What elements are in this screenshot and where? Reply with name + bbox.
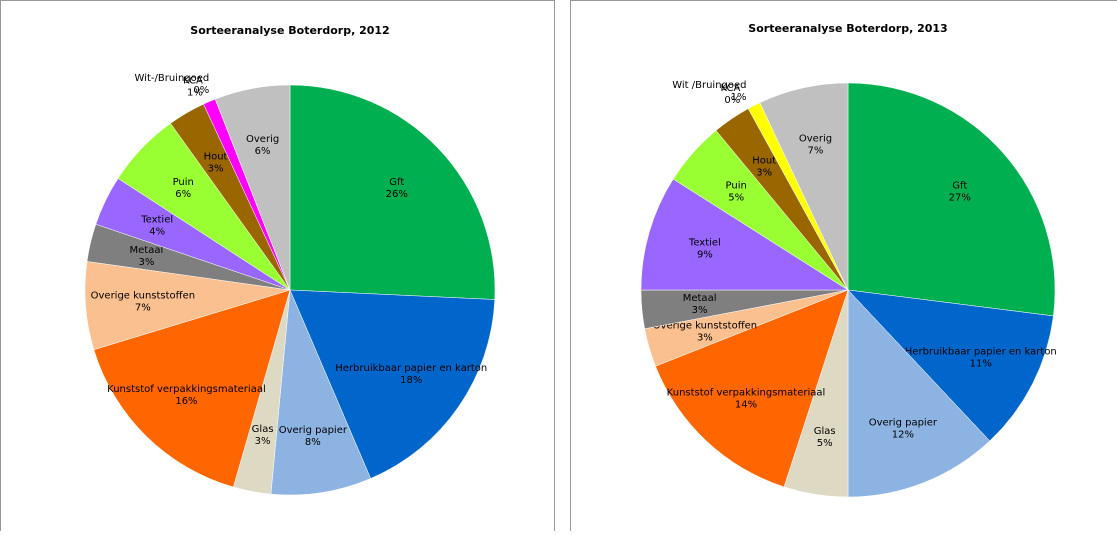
slice-label: Textiel	[140, 215, 173, 226]
slice-label: Metaal	[130, 245, 164, 256]
slice-value-label: 1%	[731, 92, 747, 103]
slice-label: Gft	[952, 180, 967, 191]
chart-title: Sorteeranalyse Boterdorp, 2012	[190, 24, 389, 37]
slice-value-label: 6%	[255, 146, 271, 157]
slice-label: Hout	[752, 156, 776, 167]
slice-label: Wit /Bruingoed	[672, 80, 746, 91]
slice-value-label: 3%	[756, 168, 772, 179]
slice-label: Glas	[814, 426, 836, 437]
slice-value-label: 4%	[149, 227, 165, 238]
slice-value-label: 0%	[193, 85, 209, 96]
slice-value-label: 12%	[892, 430, 914, 441]
slice-value-label: 5%	[817, 438, 833, 449]
slice-label: Overig papier	[869, 418, 938, 429]
slice-value-label: 3%	[255, 436, 271, 447]
slice-value-label: 27%	[949, 192, 971, 203]
slice-label: Overig	[799, 134, 832, 145]
slice-value-label: 3%	[697, 333, 713, 344]
slice-label: Herbruikbaar papier en karton	[335, 363, 487, 374]
slice-label: Overig papier	[279, 425, 348, 436]
slice-value-label: 11%	[970, 359, 992, 370]
slice-value-label: 3%	[692, 305, 708, 316]
slice-label: Wit-/Bruingoed	[135, 73, 210, 84]
slice-label: Overige kunststoffen	[91, 290, 195, 301]
chart-title: Sorteeranalyse Boterdorp, 2013	[748, 22, 947, 35]
slice-value-label: 16%	[175, 396, 197, 407]
slice-label: Overig	[246, 134, 279, 145]
slice-value-label: 7%	[808, 146, 824, 157]
slice-value-label: 8%	[305, 437, 321, 448]
slice-label: Textiel	[688, 237, 721, 248]
slice-value-label: 18%	[400, 375, 422, 386]
slice-label: Gft	[389, 177, 404, 188]
slice-value-label: 6%	[175, 189, 191, 200]
slice-value-label: 7%	[135, 302, 151, 313]
slice-value-label: 14%	[735, 400, 757, 411]
slice-value-label: 3%	[138, 257, 154, 268]
slice-value-label: 3%	[208, 164, 224, 175]
slice-value-label: 5%	[728, 192, 744, 203]
slice-label: Metaal	[683, 293, 717, 304]
slice-value-label: 26%	[386, 189, 408, 200]
slice-label: Kunststof verpakkingsmateriaal	[107, 384, 266, 395]
slice-label: Glas	[252, 424, 274, 435]
slice-label: Kunststof verpakkingsmateriaal	[667, 388, 826, 399]
slice-label: Puin	[173, 177, 194, 188]
slice-label: Hout	[204, 152, 228, 163]
slice-label: Puin	[726, 180, 747, 191]
slice-label: Herbruikbaar papier en karton	[905, 347, 1057, 358]
slice-value-label: 9%	[697, 249, 713, 260]
